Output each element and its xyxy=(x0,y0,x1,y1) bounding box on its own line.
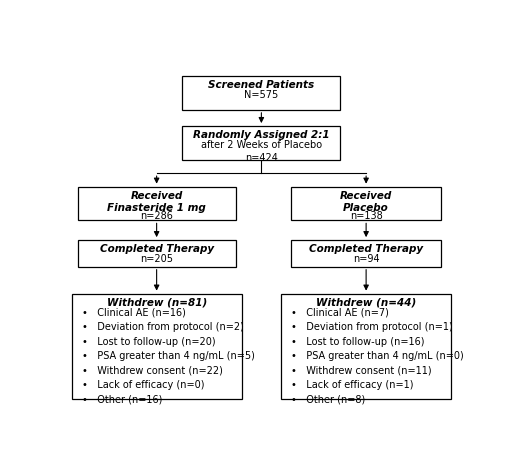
FancyBboxPatch shape xyxy=(182,126,340,160)
Text: Screened Patients: Screened Patients xyxy=(208,81,314,90)
FancyBboxPatch shape xyxy=(182,76,340,110)
Text: n=286: n=286 xyxy=(140,211,173,221)
FancyBboxPatch shape xyxy=(291,187,440,220)
Text: Completed Therapy: Completed Therapy xyxy=(99,244,213,254)
Text: Withdrew (n=44): Withdrew (n=44) xyxy=(316,298,415,308)
Text: Withdrew (n=81): Withdrew (n=81) xyxy=(106,298,206,308)
Text: n=138: n=138 xyxy=(349,211,382,221)
FancyBboxPatch shape xyxy=(291,240,440,267)
Text: •   Clinical AE (n=7)
•   Deviation from protocol (n=1)
•   Lost to follow-up (n: • Clinical AE (n=7) • Deviation from pro… xyxy=(291,308,463,404)
Text: Completed Therapy: Completed Therapy xyxy=(308,244,422,254)
FancyBboxPatch shape xyxy=(71,294,241,399)
Text: n=94: n=94 xyxy=(352,254,379,264)
FancyBboxPatch shape xyxy=(280,294,450,399)
Text: •   Clinical AE (n=16)
•   Deviation from protocol (n=2)
•   Lost to follow-up (: • Clinical AE (n=16) • Deviation from pr… xyxy=(81,308,254,404)
Text: Received
Finasteride 1 mg: Received Finasteride 1 mg xyxy=(107,191,206,213)
Text: n=205: n=205 xyxy=(140,254,173,264)
Text: Received
Placebo: Received Placebo xyxy=(340,191,391,213)
Text: after 2 Weeks of Placebo
n=424: after 2 Weeks of Placebo n=424 xyxy=(201,140,321,163)
Text: Randomly Assigned 2:1: Randomly Assigned 2:1 xyxy=(193,130,329,140)
FancyBboxPatch shape xyxy=(77,187,235,220)
FancyBboxPatch shape xyxy=(77,240,235,267)
Text: N=575: N=575 xyxy=(244,90,278,100)
